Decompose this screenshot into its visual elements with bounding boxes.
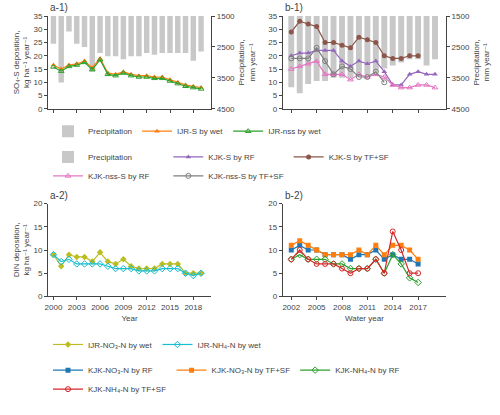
svg-text:15: 15 xyxy=(33,223,42,232)
svg-text:1500: 1500 xyxy=(452,12,470,21)
svg-text:0: 0 xyxy=(273,292,278,301)
svg-text:IJR-NH₄-N by wet: IJR-NH₄-N by wet xyxy=(197,341,261,350)
svg-text:KJK-NH₄-N by TF+SF: KJK-NH₄-N by TF+SF xyxy=(88,385,166,394)
svg-text:20: 20 xyxy=(268,199,277,208)
svg-text:Precipitation,mm year⁻¹: Precipitation,mm year⁻¹ xyxy=(237,39,256,85)
svg-text:5: 5 xyxy=(38,91,43,100)
svg-text:2005: 2005 xyxy=(308,303,326,312)
svg-text:2008: 2008 xyxy=(333,303,351,312)
svg-text:b-2): b-2) xyxy=(285,190,303,201)
svg-text:Precipitation,mm year⁻¹: Precipitation,mm year⁻¹ xyxy=(472,39,491,85)
svg-text:25: 25 xyxy=(33,38,42,47)
svg-text:SO₄-S deposition,kg ha⁻¹ year⁻: SO₄-S deposition,kg ha⁻¹ year⁻¹ xyxy=(12,31,31,95)
svg-text:2014: 2014 xyxy=(384,303,402,312)
svg-text:0: 0 xyxy=(38,105,43,114)
svg-text:2002: 2002 xyxy=(282,303,300,312)
svg-text:35: 35 xyxy=(33,12,42,21)
svg-text:2006: 2006 xyxy=(91,303,109,312)
svg-text:2003: 2003 xyxy=(68,303,86,312)
svg-text:15: 15 xyxy=(268,223,277,232)
svg-text:KJK-NH₄-N by RF: KJK-NH₄-N by RF xyxy=(335,366,399,375)
svg-text:2015: 2015 xyxy=(161,303,179,312)
svg-text:KJK-nss-S by TF+SF: KJK-nss-S by TF+SF xyxy=(208,172,283,181)
svg-text:10: 10 xyxy=(268,246,277,255)
svg-text:2009: 2009 xyxy=(114,303,132,312)
svg-text:15: 15 xyxy=(33,65,42,74)
svg-text:Water year: Water year xyxy=(345,314,384,323)
svg-text:3500: 3500 xyxy=(452,74,470,83)
svg-text:IJR-NO₃-N by wet: IJR-NO₃-N by wet xyxy=(88,341,152,350)
svg-text:IJR-S by wet: IJR-S by wet xyxy=(177,127,223,136)
svg-text:1500: 1500 xyxy=(217,12,235,21)
svg-text:0: 0 xyxy=(38,292,43,301)
svg-text:4500: 4500 xyxy=(217,105,235,114)
svg-text:5: 5 xyxy=(38,269,43,278)
svg-text:2000: 2000 xyxy=(45,303,63,312)
svg-text:0: 0 xyxy=(273,105,278,114)
svg-text:30: 30 xyxy=(33,25,42,34)
svg-text:30: 30 xyxy=(268,25,277,34)
svg-text:2011: 2011 xyxy=(359,303,377,312)
svg-text:KJK-S by TF+SF: KJK-S by TF+SF xyxy=(329,153,389,162)
svg-text:15: 15 xyxy=(268,65,277,74)
svg-text:3500: 3500 xyxy=(217,74,235,83)
svg-text:2018: 2018 xyxy=(184,303,202,312)
svg-text:2012: 2012 xyxy=(138,303,156,312)
svg-text:Year: Year xyxy=(122,314,139,323)
svg-text:2017: 2017 xyxy=(409,303,427,312)
svg-text:KJK-S by RF: KJK-S by RF xyxy=(208,153,254,162)
svg-text:25: 25 xyxy=(268,38,277,47)
svg-text:10: 10 xyxy=(33,246,42,255)
svg-text:5: 5 xyxy=(273,91,278,100)
svg-text:KJK-NO₃-N by TF+SF: KJK-NO₃-N by TF+SF xyxy=(212,366,291,375)
svg-text:20: 20 xyxy=(33,52,42,61)
svg-text:a-2): a-2) xyxy=(50,190,68,201)
svg-text:35: 35 xyxy=(268,12,277,21)
svg-text:2500: 2500 xyxy=(217,43,235,52)
svg-text:KJK-NO₃-N by RF: KJK-NO₃-N by RF xyxy=(88,366,153,375)
svg-text:10: 10 xyxy=(33,78,42,87)
svg-text:4500: 4500 xyxy=(452,105,470,114)
svg-text:20: 20 xyxy=(268,52,277,61)
svg-text:20: 20 xyxy=(33,199,42,208)
svg-text:Precipitation: Precipitation xyxy=(88,127,132,136)
svg-text:2500: 2500 xyxy=(452,43,470,52)
svg-text:IJR-nss by wet: IJR-nss by wet xyxy=(268,127,321,136)
svg-text:KJK-nss-S by RF: KJK-nss-S by RF xyxy=(88,172,149,181)
svg-text:b-1): b-1) xyxy=(285,2,303,13)
svg-text:5: 5 xyxy=(273,269,278,278)
svg-text:Precipitation: Precipitation xyxy=(88,153,132,162)
svg-text:a-1): a-1) xyxy=(50,2,68,13)
svg-text:DIN deposition,kg ha⁻¹ year⁻¹: DIN deposition,kg ha⁻¹ year⁻¹ xyxy=(12,223,31,278)
svg-text:10: 10 xyxy=(268,78,277,87)
